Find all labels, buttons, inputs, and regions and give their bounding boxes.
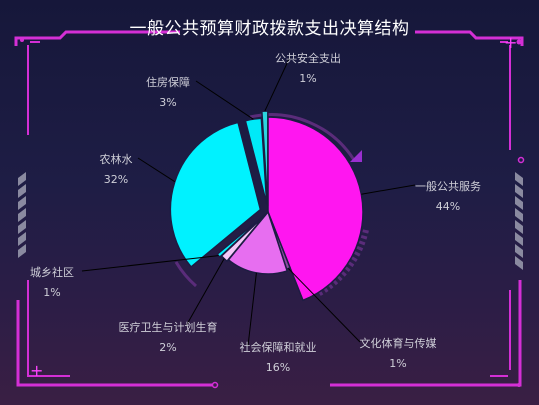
triangle-marker-icon — [350, 150, 362, 162]
frame-top-right-bracket — [415, 30, 524, 46]
left-stripe-decor — [18, 172, 26, 258]
slice-percent: 1% — [299, 72, 316, 85]
right-stripe-decor — [515, 172, 523, 270]
leader-line — [287, 268, 361, 343]
leader-line — [195, 80, 254, 120]
pie-slices — [169, 110, 364, 302]
leader-line — [137, 157, 176, 183]
slice-label: 农林水 — [100, 152, 133, 166]
slice-label: 社会保障和就业 — [240, 340, 317, 354]
frame-bottom-left-bracket — [16, 300, 213, 387]
slice-percent: 1% — [389, 357, 406, 370]
plus-icon: + — [30, 361, 43, 380]
slice-percent: 16% — [266, 361, 290, 374]
leader-line — [185, 258, 225, 327]
plus-icon: + — [504, 33, 517, 52]
slice-percent: 44% — [436, 200, 460, 213]
slice-label: 城乡社区 — [30, 265, 74, 279]
leader-line — [247, 272, 257, 347]
slice-label: 住房保障 — [146, 75, 190, 89]
slice-percent: 3% — [159, 96, 176, 109]
pie-slice — [169, 121, 262, 268]
slice-label: 公共安全支出 — [275, 51, 341, 65]
pie-labels: 一般公共服务 44% 文化体育与传媒 1% 社会保障和就业 16% 医疗卫生与计划生育 2% 城… — [30, 51, 481, 374]
slice-percent: 2% — [159, 341, 176, 354]
slice-label: 文化体育与传媒 — [360, 336, 437, 350]
leader-line — [361, 184, 416, 195]
frame-top-left-bracket — [14, 30, 180, 46]
slice-percent: 32% — [104, 173, 128, 186]
slice-label: 医疗卫生与计划生育 — [119, 320, 218, 334]
slice-label: 一般公共服务 — [415, 180, 481, 193]
chart-title: 一般公共预算财政拨款支出决算结构 — [129, 19, 410, 39]
leader-line — [81, 255, 219, 272]
slice-percent: 1% — [43, 286, 60, 299]
pie-slice — [267, 116, 364, 302]
leader-line — [264, 56, 291, 112]
